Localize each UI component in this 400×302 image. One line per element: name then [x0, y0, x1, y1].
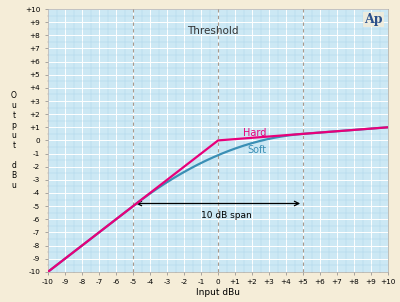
Text: Soft: Soft	[247, 145, 266, 155]
Text: O
u
t
p
u
t
 
d
B
u: O u t p u t d B u	[11, 91, 17, 190]
Text: Ap: Ap	[364, 13, 383, 26]
X-axis label: Input dBu: Input dBu	[196, 288, 240, 297]
Text: 10 dB span: 10 dB span	[201, 211, 252, 220]
Text: Threshold: Threshold	[187, 26, 239, 37]
Text: Hard: Hard	[244, 128, 267, 138]
